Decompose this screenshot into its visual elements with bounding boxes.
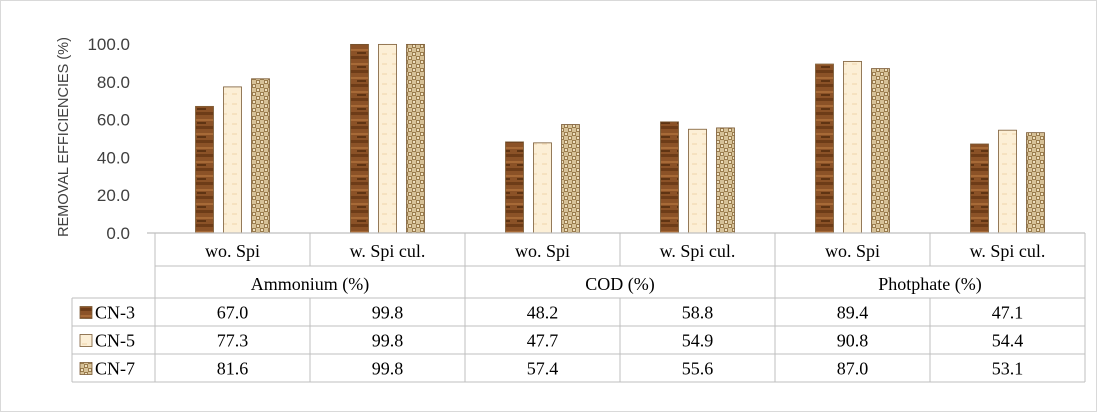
y-tick-label: 40.0 (97, 148, 130, 167)
bar-cn-7-2 (561, 124, 580, 234)
data-table-value: 89.4 (837, 303, 869, 323)
data-table-value: 54.4 (992, 331, 1024, 351)
bar-cn-3-0 (195, 105, 214, 234)
bar-cn-5-5 (998, 129, 1017, 234)
bar-cn-5-0 (223, 86, 242, 234)
x-group-label: Ammonium (%) (251, 274, 370, 295)
data-table-value: 90.8 (837, 331, 869, 351)
data-table-value: 53.1 (992, 359, 1024, 379)
x-category-label: wo. Spi (515, 241, 570, 261)
x-group-label: COD (%) (585, 274, 655, 295)
bar-cn-3-4 (815, 63, 834, 234)
y-tick-label: 20.0 (97, 186, 130, 205)
x-category-label: wo. Spi (825, 241, 880, 261)
x-category-label: w. Spi cul. (660, 241, 736, 261)
bar-cn-3-5 (970, 143, 989, 234)
x-category-label: wo. Spi (205, 241, 260, 261)
bar-cn-3-3 (660, 121, 679, 234)
bar-cn-5-3 (688, 128, 707, 234)
data-table-value: 87.0 (837, 359, 869, 379)
bar-cn-5-4 (843, 60, 862, 234)
data-table-value: 47.7 (527, 331, 559, 351)
data-table-value: 67.0 (217, 303, 249, 323)
data-table-value: 55.6 (682, 359, 714, 379)
x-category-label: w. Spi cul. (970, 241, 1046, 261)
legend-key-cn-5 (79, 334, 93, 347)
y-tick-label: 60.0 (97, 111, 130, 130)
x-group-label: Photphate (%) (878, 274, 981, 295)
y-tick-label: 80.0 (97, 73, 130, 92)
legend-label: CN-3 (95, 303, 135, 323)
bar-cn-7-5 (1026, 132, 1045, 234)
data-table-value: 99.8 (372, 331, 404, 351)
y-axis-label: REMOVAL EFFICIENCIES (%) (56, 37, 72, 237)
bar-cn-7-3 (716, 127, 735, 234)
legend-key-cn-7 (79, 362, 93, 375)
bar-cn-7-1 (406, 43, 425, 234)
data-table-value: 58.8 (682, 303, 714, 323)
legend-label: CN-5 (95, 331, 135, 351)
bar-cn-3-2 (505, 141, 524, 234)
data-table-value: 57.4 (527, 359, 559, 379)
x-category-label: w. Spi cul. (350, 241, 426, 261)
bar-cn-7-0 (251, 78, 270, 234)
legend-key-cn-3 (79, 306, 93, 319)
data-table-value: 99.8 (372, 359, 404, 379)
y-tick-label: 100.0 (87, 35, 130, 54)
bar-cn-5-2 (533, 142, 552, 234)
legend-label: CN-7 (95, 359, 135, 379)
y-tick-label: 0.0 (106, 224, 130, 243)
data-table-value: 54.9 (682, 331, 714, 351)
data-table-value: 48.2 (527, 303, 559, 323)
data-table-value: 77.3 (217, 331, 249, 351)
bar-cn-3-1 (350, 43, 369, 234)
bar-cn-7-4 (871, 68, 890, 234)
data-table-value: 81.6 (217, 359, 249, 379)
data-table-value: 47.1 (992, 303, 1024, 323)
bar-cn-5-1 (378, 43, 397, 234)
data-table-value: 99.8 (372, 303, 404, 323)
